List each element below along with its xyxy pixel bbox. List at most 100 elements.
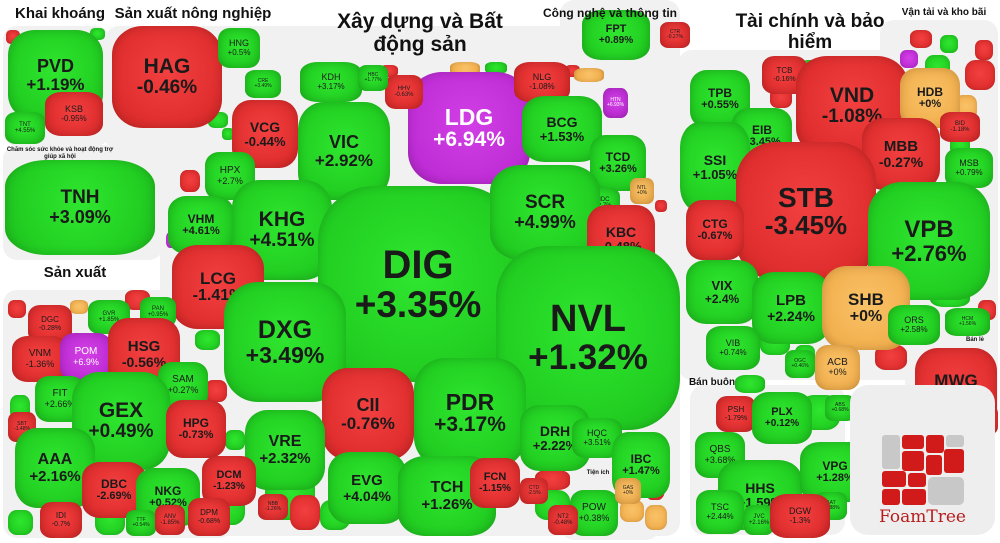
stock-cell-ntl[interactable]: NTL +0% (630, 178, 654, 204)
stock-cell-jvc[interactable]: JVC +2.16% (744, 505, 774, 535)
stock-cell-vix[interactable]: VIX +2.4% (686, 260, 758, 324)
stock-ticker: CTG (702, 216, 728, 231)
minor-stock-cell[interactable] (965, 60, 995, 90)
stock-cell-evg[interactable]: EVG +4.04% (328, 452, 406, 524)
minor-stock-cell[interactable] (180, 170, 200, 192)
minor-stock-cell[interactable] (735, 375, 765, 393)
stock-cell-dcm[interactable]: DCM -1.23% (202, 456, 256, 506)
stock-cell-pom[interactable]: POM +6.9% (60, 333, 112, 381)
stock-cell-hbc[interactable]: HBC +1.77% (358, 65, 388, 91)
stock-ticker: EIB (751, 122, 772, 137)
stock-cell-tcd[interactable]: TCD +3.26% (590, 135, 646, 191)
foamtree-logo[interactable]: FoamTree (850, 385, 995, 535)
minor-stock-cell[interactable] (225, 430, 245, 450)
minor-stock-cell[interactable] (290, 495, 320, 530)
stock-ticker: STB (778, 181, 834, 213)
stock-cell-hcm[interactable]: HCM +1.56% (945, 308, 990, 336)
stock-change: +0% (918, 97, 942, 110)
stock-change: +0.79% (955, 167, 983, 177)
minor-stock-cell[interactable] (8, 300, 26, 318)
stock-cell-hng[interactable]: HNG +0.5% (218, 28, 260, 68)
stock-cell-msb[interactable]: MSB +0.79% (945, 148, 993, 188)
stock-cell-nlg[interactable]: NLG -1.08% (514, 62, 570, 102)
minor-stock-cell[interactable] (975, 40, 993, 60)
stock-change: +1.85% (98, 317, 120, 323)
minor-stock-cell[interactable] (574, 68, 604, 82)
minor-stock-cell[interactable] (195, 330, 220, 350)
minor-stock-cell[interactable] (900, 50, 918, 68)
stock-cell-scr[interactable]: SCR +4.99% (490, 165, 600, 260)
stock-ticker: TCH (430, 478, 464, 496)
stock-cell-kdh[interactable]: KDH +3.17% (300, 62, 362, 102)
group-label: Vận tải và kho bãi (901, 7, 987, 18)
stock-cell-stb[interactable]: STB -3.45% (736, 142, 876, 280)
stock-cell-idi[interactable]: IDI -0.7% (40, 502, 82, 538)
stock-ticker: NTL (637, 184, 647, 191)
stock-cell-nt2[interactable]: NT2 -0.48% (548, 505, 578, 535)
stock-ticker: QBS (709, 444, 731, 456)
stock-change: +2.4% (704, 291, 740, 306)
minor-stock-cell[interactable] (645, 505, 667, 530)
stock-cell-hhv[interactable]: HHV -0.63% (385, 75, 423, 109)
stock-cell-tnh[interactable]: TNH +3.09% (5, 160, 155, 255)
stock-cell-fcn[interactable]: FCN -1.15% (470, 458, 520, 508)
stock-cell-vnm[interactable]: VNM -1.36% (12, 336, 68, 382)
stock-change: +1.32% (528, 337, 648, 377)
stock-cell-pdr[interactable]: PDR +3.17% (414, 358, 526, 468)
stock-cell-ksb[interactable]: KSB -0.95% (45, 92, 103, 136)
stock-cell-lpb[interactable]: LPB +2.24% (752, 272, 830, 344)
stock-cell-aaa[interactable]: AAA +2.16% (15, 428, 95, 508)
group-label: Sản xuất nông nghiệp (114, 5, 272, 22)
stock-cell-hag[interactable]: HAG -0.46% (112, 26, 222, 128)
stock-cell-nvl[interactable]: NVL +1.32% (496, 246, 680, 430)
stock-cell-anv[interactable]: ANV -1.85% (155, 505, 185, 535)
stock-change: +2.7% (217, 175, 243, 186)
minor-stock-cell[interactable] (655, 200, 667, 212)
stock-cell-pow[interactable]: POW +0.38% (570, 490, 618, 536)
stock-cell-acb[interactable]: ACB +0% (815, 345, 860, 390)
stock-cell-ttf[interactable]: TTF +0.54% (126, 510, 156, 536)
stock-cell-ctd[interactable]: CTD -2.5% (520, 478, 548, 504)
stock-ticker: CTR (669, 28, 681, 35)
stock-ticker: VCG (249, 118, 281, 135)
stock-ticker: POM (74, 346, 98, 358)
stock-cell-vhm[interactable]: VHM +4.61% (168, 196, 234, 254)
stock-cell-htn[interactable]: HTN +6.93% (603, 88, 628, 118)
stock-cell-ctg[interactable]: CTG -0.67% (686, 200, 744, 260)
minor-stock-cell[interactable] (485, 62, 507, 74)
stock-cell-hpg[interactable]: HPG -0.73% (166, 400, 226, 458)
stock-cell-psh[interactable]: PSH -1.79% (716, 396, 756, 432)
stock-cell-ctr[interactable]: CTR -0.27% (660, 22, 690, 48)
stock-cell-vib[interactable]: VIB +0.74% (706, 326, 760, 370)
minor-stock-cell[interactable] (910, 30, 932, 48)
stock-cell-tsc[interactable]: TSC +2.44% (696, 490, 744, 534)
stock-change: +2.76% (891, 241, 967, 267)
stock-cell-fpt[interactable]: FPT +0.89% (582, 10, 650, 60)
minor-stock-cell[interactable] (222, 128, 234, 140)
stock-cell-dig[interactable]: DIG +3.35% (318, 186, 518, 382)
stock-cell-dpm[interactable]: DPM -0.68% (188, 498, 230, 536)
stock-change: -0.67% (697, 229, 733, 242)
stock-cell-ogc[interactable]: OGC +0.46% (785, 350, 815, 378)
stock-ticker: BCG (546, 113, 578, 130)
stock-cell-tnt[interactable]: TNT +4.55% (5, 112, 45, 144)
minor-stock-cell[interactable] (205, 380, 227, 402)
stock-cell-ors[interactable]: ORS +2.58% (888, 305, 940, 345)
stock-cell-nbb[interactable]: NBB -1.26% (258, 494, 288, 520)
stock-cell-bid[interactable]: BID -1.18% (940, 112, 980, 142)
minor-stock-cell[interactable] (940, 35, 958, 53)
minor-stock-cell[interactable] (8, 510, 33, 535)
stock-cell-ldg[interactable]: LDG +6.94% (408, 72, 530, 184)
stock-cell-bcg[interactable]: BCG +1.53% (522, 96, 602, 162)
minor-stock-cell[interactable] (70, 300, 88, 314)
stock-cell-cii[interactable]: CII -0.76% (322, 368, 414, 460)
foamtree-logo-text: FoamTree (879, 507, 966, 527)
stock-cell-vre[interactable]: VRE +2.32% (245, 410, 325, 490)
stock-cell-shb[interactable]: SHB +0% (822, 266, 910, 350)
stock-cell-cre[interactable]: CRE +3.49% (245, 70, 281, 98)
stock-cell-dbc[interactable]: DBC -2.69% (82, 462, 146, 518)
stock-cell-dgw[interactable]: DGW -1.3% (770, 494, 830, 538)
minor-stock-cell[interactable] (620, 500, 644, 522)
stock-cell-gas[interactable]: GAS +0% (615, 478, 641, 504)
stock-cell-plx[interactable]: PLX +0.12% (752, 392, 812, 444)
